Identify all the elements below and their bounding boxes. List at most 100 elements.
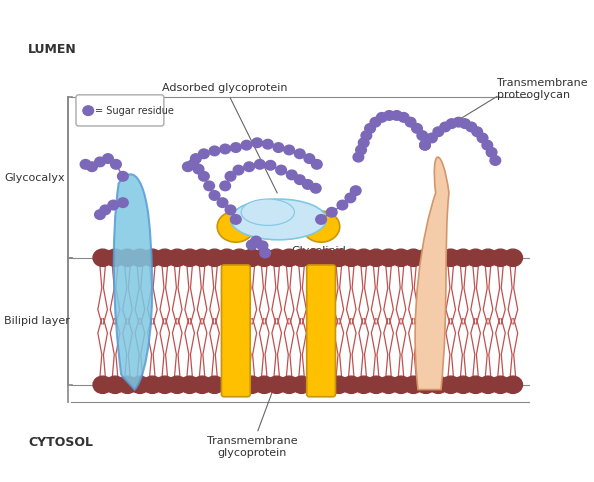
Circle shape: [316, 214, 327, 224]
Circle shape: [391, 111, 402, 120]
Circle shape: [304, 154, 315, 163]
Circle shape: [94, 210, 105, 219]
Circle shape: [361, 131, 372, 140]
Circle shape: [155, 249, 175, 267]
Circle shape: [80, 160, 91, 169]
Circle shape: [257, 241, 268, 251]
Circle shape: [180, 376, 199, 393]
Circle shape: [503, 376, 523, 393]
Circle shape: [191, 154, 201, 163]
Circle shape: [118, 198, 128, 207]
Circle shape: [466, 249, 485, 267]
Circle shape: [273, 143, 284, 152]
FancyBboxPatch shape: [76, 95, 164, 126]
Circle shape: [391, 249, 410, 267]
Circle shape: [280, 249, 299, 267]
Text: Glycocalyx: Glycocalyx: [4, 173, 65, 183]
Ellipse shape: [230, 199, 327, 240]
Circle shape: [478, 376, 498, 393]
Circle shape: [198, 149, 209, 159]
Circle shape: [198, 172, 209, 181]
Text: Glycolipid: Glycolipid: [264, 246, 346, 255]
Circle shape: [225, 172, 236, 181]
Circle shape: [230, 214, 241, 224]
Circle shape: [292, 376, 311, 393]
Circle shape: [391, 376, 410, 393]
Text: = Sugar residue: = Sugar residue: [94, 106, 173, 116]
Circle shape: [93, 376, 112, 393]
Circle shape: [255, 376, 274, 393]
Circle shape: [337, 200, 347, 210]
Circle shape: [379, 376, 398, 393]
Circle shape: [329, 249, 349, 267]
Circle shape: [366, 249, 386, 267]
Circle shape: [244, 162, 254, 172]
Circle shape: [404, 249, 423, 267]
Circle shape: [491, 376, 510, 393]
Circle shape: [295, 175, 305, 185]
Circle shape: [217, 198, 228, 207]
Circle shape: [342, 376, 361, 393]
Circle shape: [276, 165, 286, 175]
Circle shape: [482, 140, 492, 150]
Circle shape: [311, 160, 322, 169]
Circle shape: [327, 207, 337, 217]
Circle shape: [230, 143, 241, 152]
Circle shape: [217, 376, 236, 393]
Circle shape: [417, 131, 428, 140]
Circle shape: [454, 376, 473, 393]
Circle shape: [419, 140, 430, 150]
Circle shape: [302, 180, 313, 189]
Circle shape: [225, 205, 236, 214]
Circle shape: [83, 106, 94, 116]
Circle shape: [106, 249, 125, 267]
PathPatch shape: [415, 157, 449, 389]
Text: LUMEN: LUMEN: [28, 43, 77, 56]
Circle shape: [87, 162, 97, 172]
Text: Adsorbed glycoprotein: Adsorbed glycoprotein: [162, 82, 288, 193]
Circle shape: [490, 156, 501, 165]
Circle shape: [130, 376, 150, 393]
Circle shape: [209, 146, 220, 156]
Circle shape: [260, 248, 270, 258]
Circle shape: [254, 160, 265, 169]
Ellipse shape: [217, 211, 254, 242]
Circle shape: [426, 133, 437, 143]
Circle shape: [350, 186, 361, 196]
Circle shape: [304, 249, 324, 267]
Circle shape: [93, 249, 112, 267]
Circle shape: [118, 376, 137, 393]
FancyBboxPatch shape: [307, 265, 336, 397]
Circle shape: [103, 154, 113, 163]
Circle shape: [220, 181, 230, 191]
Circle shape: [477, 133, 488, 143]
Circle shape: [329, 376, 349, 393]
Circle shape: [252, 138, 263, 147]
PathPatch shape: [114, 174, 152, 389]
Text: CYTOSOL: CYTOSOL: [28, 436, 93, 449]
Circle shape: [168, 376, 187, 393]
Circle shape: [204, 181, 214, 191]
Circle shape: [230, 249, 249, 267]
Circle shape: [110, 160, 121, 169]
Circle shape: [265, 161, 276, 170]
Circle shape: [453, 117, 464, 127]
Circle shape: [143, 376, 162, 393]
Circle shape: [399, 113, 409, 122]
Circle shape: [433, 127, 444, 136]
Circle shape: [168, 249, 187, 267]
Circle shape: [180, 249, 199, 267]
Circle shape: [404, 376, 423, 393]
Circle shape: [405, 117, 416, 127]
Circle shape: [429, 249, 448, 267]
Circle shape: [491, 249, 510, 267]
Circle shape: [247, 240, 257, 250]
Circle shape: [242, 249, 261, 267]
Circle shape: [358, 138, 369, 147]
Circle shape: [384, 111, 394, 120]
Circle shape: [205, 249, 224, 267]
Circle shape: [342, 249, 361, 267]
Circle shape: [317, 249, 336, 267]
Circle shape: [255, 249, 274, 267]
Circle shape: [193, 164, 204, 174]
